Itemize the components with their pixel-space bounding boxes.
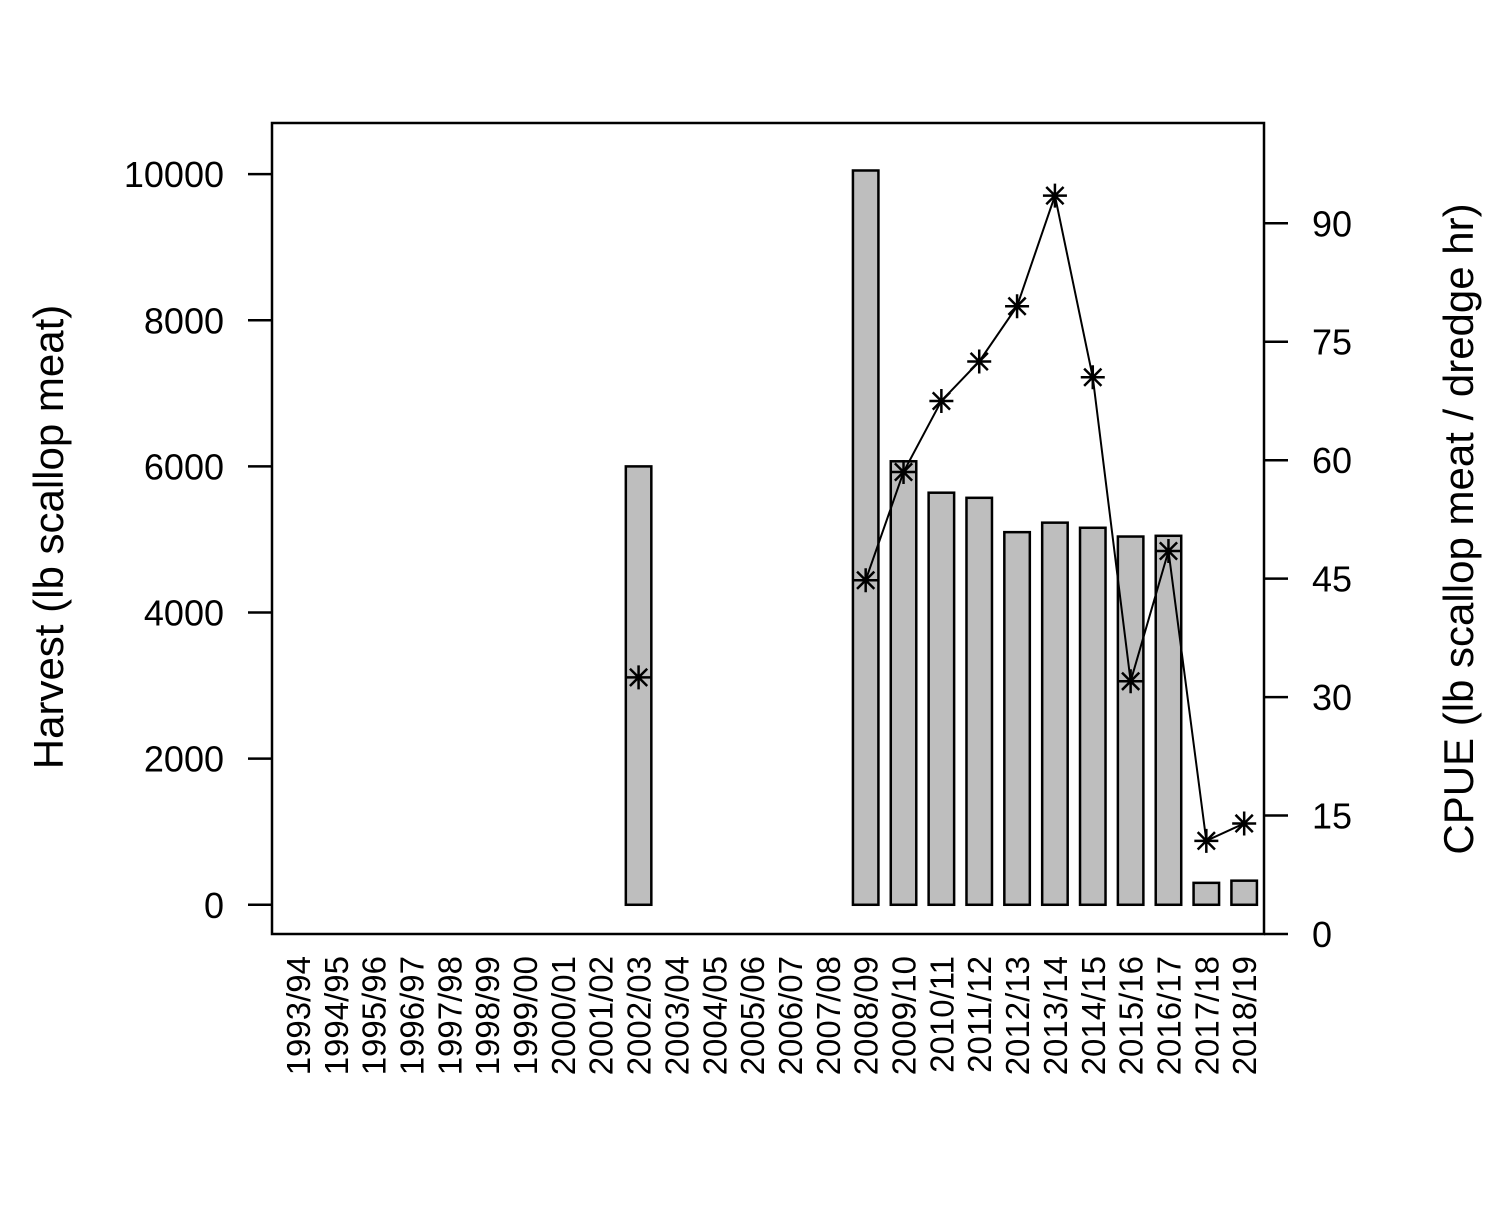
y2-tick-label: 90 — [1312, 203, 1352, 244]
star-marker-icon — [1194, 828, 1219, 853]
x-category-label: 2007/08 — [810, 956, 847, 1075]
right-axis: 0 15 30 45 60 75 90 — [1264, 203, 1352, 955]
star-marker-icon — [891, 460, 916, 485]
y2-tick-label: 0 — [1312, 914, 1332, 955]
star-marker-icon — [1005, 294, 1030, 319]
x-category-label: 2001/02 — [583, 956, 620, 1075]
cpue-point-marker — [626, 665, 651, 690]
harvest-bar — [965, 496, 994, 907]
x-category-label: 2010/11 — [923, 956, 960, 1073]
harvest-bar — [927, 491, 956, 907]
cpue-point-marker — [1080, 365, 1105, 390]
star-marker-icon — [626, 665, 651, 690]
cpue-point-marker — [1194, 828, 1219, 853]
x-category-label: 2015/16 — [1113, 956, 1150, 1075]
x-category-label: 1998/99 — [469, 956, 506, 1075]
cpue-point-marker — [1042, 183, 1067, 208]
harvest-bar — [889, 460, 918, 907]
x-category-label: 2016/17 — [1150, 956, 1187, 1075]
y2-tick-label: 45 — [1312, 559, 1352, 600]
x-category-label: 2004/05 — [696, 956, 733, 1075]
harvest-bar — [1230, 879, 1259, 907]
y-tick-label: 6000 — [144, 446, 224, 487]
y-tick-label: 0 — [204, 885, 224, 926]
harvest-bar — [1040, 521, 1069, 907]
star-marker-icon — [1042, 183, 1067, 208]
y-tick-label: 2000 — [144, 739, 224, 780]
x-category-label: 2009/10 — [886, 956, 923, 1075]
harvest-bar — [1116, 535, 1145, 907]
x-category-label: 1997/98 — [431, 956, 468, 1075]
cpue-point-marker — [1118, 669, 1143, 694]
x-category-label: 2013/14 — [1037, 956, 1074, 1075]
star-marker-icon — [967, 349, 992, 374]
cpue-point-marker — [1005, 294, 1030, 319]
y2-tick-label: 30 — [1312, 677, 1352, 718]
x-category-label: 2018/19 — [1226, 956, 1263, 1075]
bars-layer — [624, 169, 1259, 907]
x-category-label: 2017/18 — [1188, 956, 1225, 1075]
x-category-label: 2005/06 — [734, 956, 771, 1075]
cpue-point-marker — [1156, 539, 1181, 564]
x-category-label: 2012/13 — [999, 956, 1036, 1075]
x-category-label: 2000/01 — [545, 956, 582, 1075]
harvest-bar — [1154, 534, 1183, 907]
x-category-label: 2014/15 — [1075, 956, 1112, 1075]
x-category-label: 1999/00 — [507, 956, 544, 1075]
cpue-point-marker — [891, 460, 916, 485]
cpue-point-marker — [853, 568, 878, 593]
y2-tick-label: 75 — [1312, 322, 1352, 363]
harvest-bar — [1192, 881, 1221, 907]
x-category-label: 1995/96 — [356, 956, 393, 1075]
harvest-bar — [1003, 530, 1032, 907]
plot-frame — [270, 121, 1266, 936]
x-category-label: 2002/03 — [621, 956, 658, 1075]
harvest-bar — [851, 169, 880, 907]
x-category-label: 2006/07 — [772, 956, 809, 1075]
star-marker-icon — [1232, 811, 1257, 836]
y-tick-label: 8000 — [144, 300, 224, 341]
y2-tick-label: 15 — [1312, 796, 1352, 837]
y2-tick-label: 60 — [1312, 440, 1352, 481]
cpue-point-marker — [967, 349, 992, 374]
star-marker-icon — [1156, 539, 1181, 564]
star-marker-icon — [1118, 669, 1143, 694]
x-category-label: 2008/09 — [848, 956, 885, 1075]
y-tick-label: 4000 — [144, 593, 224, 634]
x-category-label: 1993/94 — [280, 956, 317, 1075]
star-marker-icon — [853, 568, 878, 593]
y2-axis-title: CPUE (lb scallop meat / dredge hr) — [1435, 203, 1482, 854]
left-axis: 0 2000 4000 6000 8000 10000 — [124, 154, 272, 926]
x-axis: 1993/94 1994/95 1995/96 1996/97 1997/98 1998/… — [280, 956, 1263, 1075]
cpue-line-layer — [626, 183, 1257, 853]
cpue-point-marker — [929, 388, 954, 413]
x-category-label: 1994/95 — [318, 956, 355, 1075]
x-category-label: 1996/97 — [393, 956, 430, 1075]
y-axis-title: Harvest (lb scallop meat) — [25, 305, 72, 769]
cpue-point-marker — [1232, 811, 1257, 836]
x-category-label: 2011/12 — [961, 956, 998, 1073]
star-marker-icon — [1080, 365, 1105, 390]
y-tick-label: 10000 — [124, 154, 224, 195]
star-marker-icon — [929, 388, 954, 413]
harvest-bar — [1078, 526, 1107, 907]
x-category-label: 2003/04 — [658, 956, 695, 1075]
